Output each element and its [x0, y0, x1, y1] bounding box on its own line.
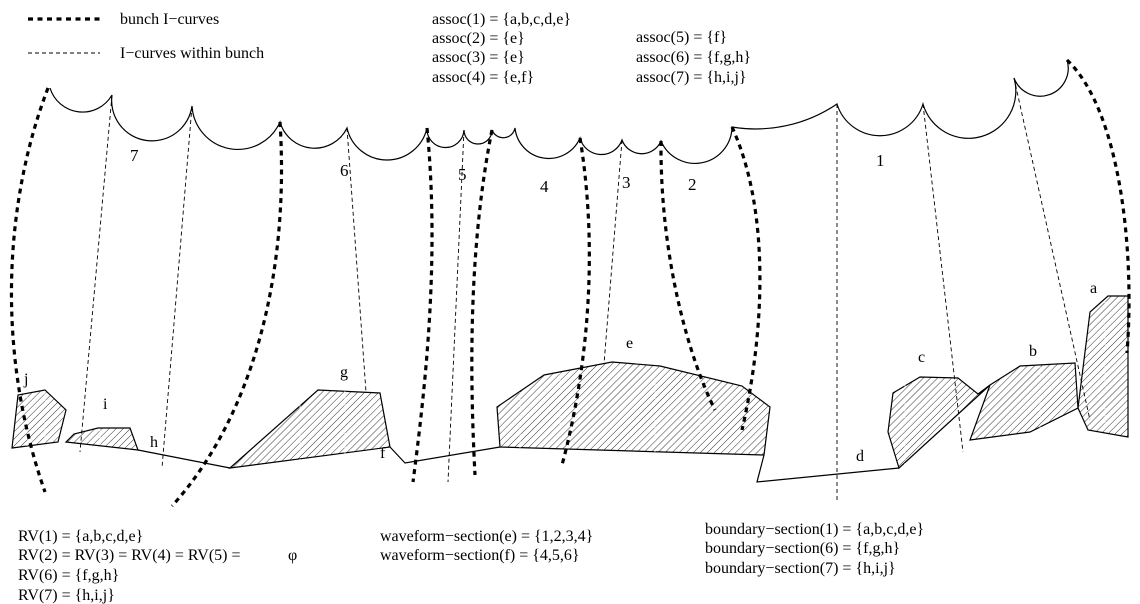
assoc-2: assoc(2) = {e}	[432, 30, 525, 47]
boundary-label-i: i	[103, 396, 108, 413]
assoc-3: assoc(3) = {e}	[432, 49, 525, 66]
boundary-label-e: e	[626, 335, 633, 352]
legend-bunch-label: bunch I−curves	[120, 11, 219, 28]
boundary-label-g: g	[340, 364, 348, 381]
waveform-label-7: 7	[130, 146, 139, 165]
bunch-icurves	[9, 58, 1131, 508]
assoc-7: assoc(7) = {h,i,j}	[636, 69, 747, 86]
boundary-labels: j i h g f e d c b a	[23, 280, 1097, 465]
waveform-label-6: 6	[340, 161, 349, 180]
boundary-label-j: j	[23, 371, 28, 388]
boundary-label-c: c	[918, 349, 925, 366]
boundary-label-b: b	[1029, 343, 1037, 360]
boundary-label-d: d	[856, 448, 864, 465]
waveform-section-e: waveform−section(e) = {1,2,3,4}	[380, 528, 593, 545]
waveform-label-1: 1	[876, 151, 885, 170]
legend-within-label: I−curves within bunch	[120, 45, 264, 62]
rv-7: RV(7) = {h,i,j}	[18, 587, 115, 604]
waveform-label-3: 3	[622, 173, 631, 192]
boundary-label-f: f	[380, 445, 386, 462]
waveform-label-4: 4	[540, 177, 549, 196]
boundary-section-sets: boundary−section(1) = {a,b,c,d,e} bounda…	[705, 521, 924, 577]
rv-phi: φ	[288, 547, 297, 564]
rv-6: RV(6) = {f,g,h}	[18, 567, 119, 584]
assoc-6: assoc(6) = {f,g,h}	[636, 49, 751, 66]
legend: bunch I−curves I−curves within bunch	[28, 11, 264, 62]
waveform-labels: 7 6 5 4 3 2 1	[130, 146, 885, 196]
region-j	[11, 389, 67, 449]
waveform-curve	[49, 59, 1069, 164]
boundary-regions	[11, 295, 1129, 483]
rv-1: RV(1) = {a,b,c,d,e}	[18, 528, 143, 545]
region-c	[887, 376, 991, 470]
waveform-label-2: 2	[688, 175, 697, 194]
rv-2-5: RV(2) = RV(3) = RV(4) = RV(5) =	[18, 547, 241, 564]
region-g	[228, 389, 391, 469]
boundary-section-7: boundary−section(7) = {h,i,j}	[705, 560, 896, 577]
boundary-section-6: boundary−section(6) = {f,g,h}	[705, 540, 900, 557]
boundary-label-a: a	[1090, 280, 1097, 297]
region-i	[64, 427, 139, 451]
assoc-5: assoc(5) = {f}	[636, 29, 727, 46]
within-bunch-icurves	[79, 77, 1091, 500]
assoc-sets: assoc(1) = {a,b,c,d,e} assoc(2) = {e} as…	[432, 11, 751, 86]
boundary-section-1: boundary−section(1) = {a,b,c,d,e}	[705, 521, 924, 538]
assoc-1: assoc(1) = {a,b,c,d,e}	[432, 11, 571, 28]
waveform-label-5: 5	[458, 165, 467, 184]
assoc-4: assoc(4) = {e,f}	[432, 69, 534, 86]
waveform-section-sets: waveform−section(e) = {1,2,3,4} waveform…	[380, 528, 593, 564]
region-a	[1077, 295, 1129, 438]
segment-h	[137, 449, 231, 469]
region-e	[496, 361, 771, 456]
waveform-section-f: waveform−section(f) = {4,5,6}	[380, 547, 580, 564]
region-b	[969, 362, 1079, 441]
boundary-label-h: h	[150, 434, 158, 451]
segment-d	[756, 454, 900, 483]
segment-f	[389, 446, 501, 464]
rv-sets: RV(1) = {a,b,c,d,e} RV(2) = RV(3) = RV(4…	[18, 528, 297, 604]
